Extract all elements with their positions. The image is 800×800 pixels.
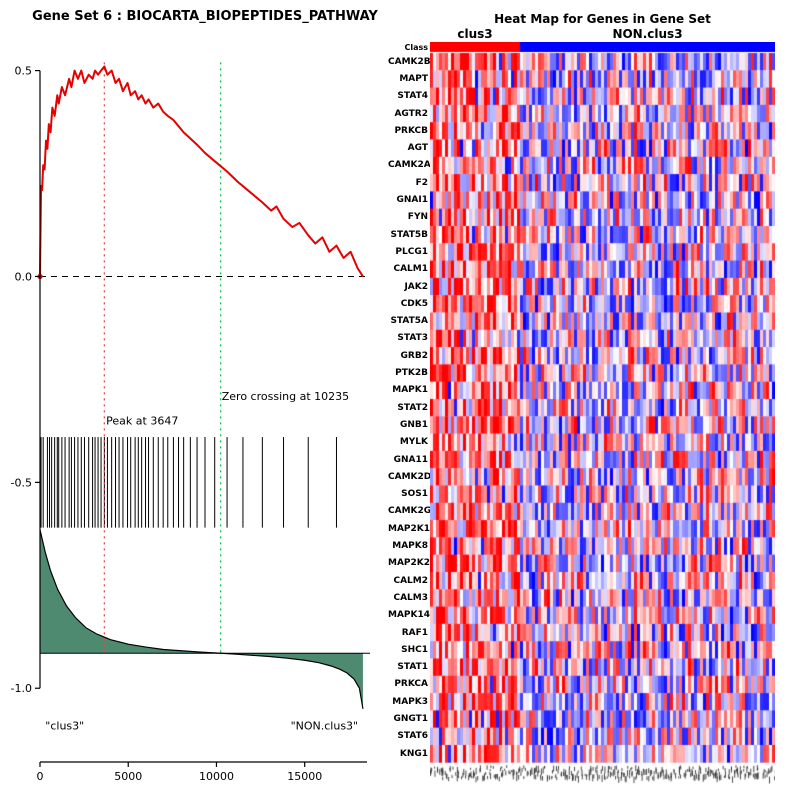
gene-row-label: STAT5B: [390, 229, 428, 240]
gene-row-label: CALM3: [393, 592, 428, 603]
gene-row-label: GNGT1: [393, 714, 428, 724]
gene-row-label: STAT3: [397, 333, 428, 344]
gene-row-label: STAT5A: [390, 316, 428, 327]
gene-row-label: SOS1: [401, 489, 428, 500]
gene-row-label: CDK5: [400, 298, 428, 309]
gene-row-label: MAPK1: [392, 385, 428, 396]
gene-row-label: STAT2: [397, 402, 428, 413]
gene-row-label: AGT: [407, 143, 428, 154]
gene-row-label: FYN: [407, 212, 428, 223]
x-tick-label: 10000: [199, 770, 234, 783]
gene-row-label: MAP2K1: [388, 523, 431, 534]
gene-row-label: MAPK8: [392, 541, 428, 551]
gene-row-label: RAF1: [401, 627, 428, 638]
gene-row-label: CALM2: [393, 575, 428, 586]
enrichment-plot-layers: Peak at 3647 Zero crossing at 10235 "clus3…: [11, 62, 370, 783]
heatmap-canvas: [430, 42, 775, 787]
gene-row-label: PTK2B: [395, 368, 428, 378]
ranked-group-label-1: "NON.clus3": [291, 719, 359, 732]
annotation-zero-crossing: Zero crossing at 10235: [222, 390, 349, 403]
gene-row-label: STAT6: [397, 731, 428, 742]
y-tick-label: -1.0: [11, 682, 32, 695]
enrichment-plot: Gene Set 6 : BIOCARTA_BIOPEPTIDES_PATHWA…: [11, 9, 379, 783]
gene-row-label: GNAI1: [396, 195, 429, 205]
heatmap-title: Heat Map for Genes in Gene Set: [494, 12, 711, 26]
gene-row-label: STAT4: [397, 91, 428, 102]
gene-row-label: F2: [415, 177, 428, 188]
heatmap-group-label-nonclus3: NON.clus3: [612, 27, 683, 41]
ranked-group-label-0: "clus3": [45, 719, 84, 732]
gene-row-label: MAPK3: [392, 696, 428, 707]
gene-row-label: SHC1: [401, 644, 428, 655]
enrichment-panel: Gene Set 6 : BIOCARTA_BIOPEPTIDES_PATHWA…: [0, 0, 395, 800]
gene-row-label: CAMK2A: [388, 160, 431, 171]
gene-row-label: KNG1: [399, 748, 428, 759]
heatmap-class-row-label: Class: [404, 43, 428, 52]
gene-row-label: CAMK2B: [388, 56, 431, 67]
enrichment-plot-title: Gene Set 6 : BIOCARTA_BIOPEPTIDES_PATHWA…: [32, 9, 378, 24]
heatmap-group-label-clus3: clus3: [457, 27, 493, 41]
gene-row-label: CALM1: [393, 264, 428, 275]
y-tick-label: 0.5: [15, 65, 33, 78]
gene-row-label: MAP2K2: [388, 558, 431, 569]
gene-row-label: PRKCA: [394, 679, 428, 690]
gene-row-label: CAMK2D: [388, 471, 432, 482]
gene-row-label: MAPT: [399, 73, 428, 84]
gene-row-label: GNA11: [393, 454, 428, 465]
gene-row-label: MYLK: [399, 437, 428, 448]
y-tick-label: -0.5: [11, 476, 32, 489]
gene-row-label: MAPK14: [388, 610, 431, 621]
gene-row-label: PRKCB: [394, 125, 428, 136]
heatmap-row-labels: CAMK2B MAPT STAT4 AGTR2 PRKCB AGT CAMK2A F2 GNAI…: [388, 0, 432, 800]
gene-row-label: CAMK2G: [388, 506, 432, 517]
gene-row-label: STAT1: [397, 662, 428, 673]
y-tick-label: 0.0: [15, 270, 33, 283]
gene-row-label: GNB1: [399, 419, 428, 430]
heatmap-panel: Heat Map for Genes in Gene Set clus3 NON…: [388, 0, 800, 800]
x-tick-label: 0: [37, 770, 44, 783]
x-tick-label: 5000: [114, 770, 142, 783]
x-tick-label: 15000: [287, 770, 322, 783]
gene-row-label: AGTR2: [394, 108, 428, 119]
gene-row-label: JAK2: [404, 281, 428, 292]
annotation-peak: Peak at 3647: [106, 415, 178, 428]
gene-row-label: PLCG1: [395, 246, 428, 257]
gene-row-label: GRB2: [400, 350, 428, 361]
